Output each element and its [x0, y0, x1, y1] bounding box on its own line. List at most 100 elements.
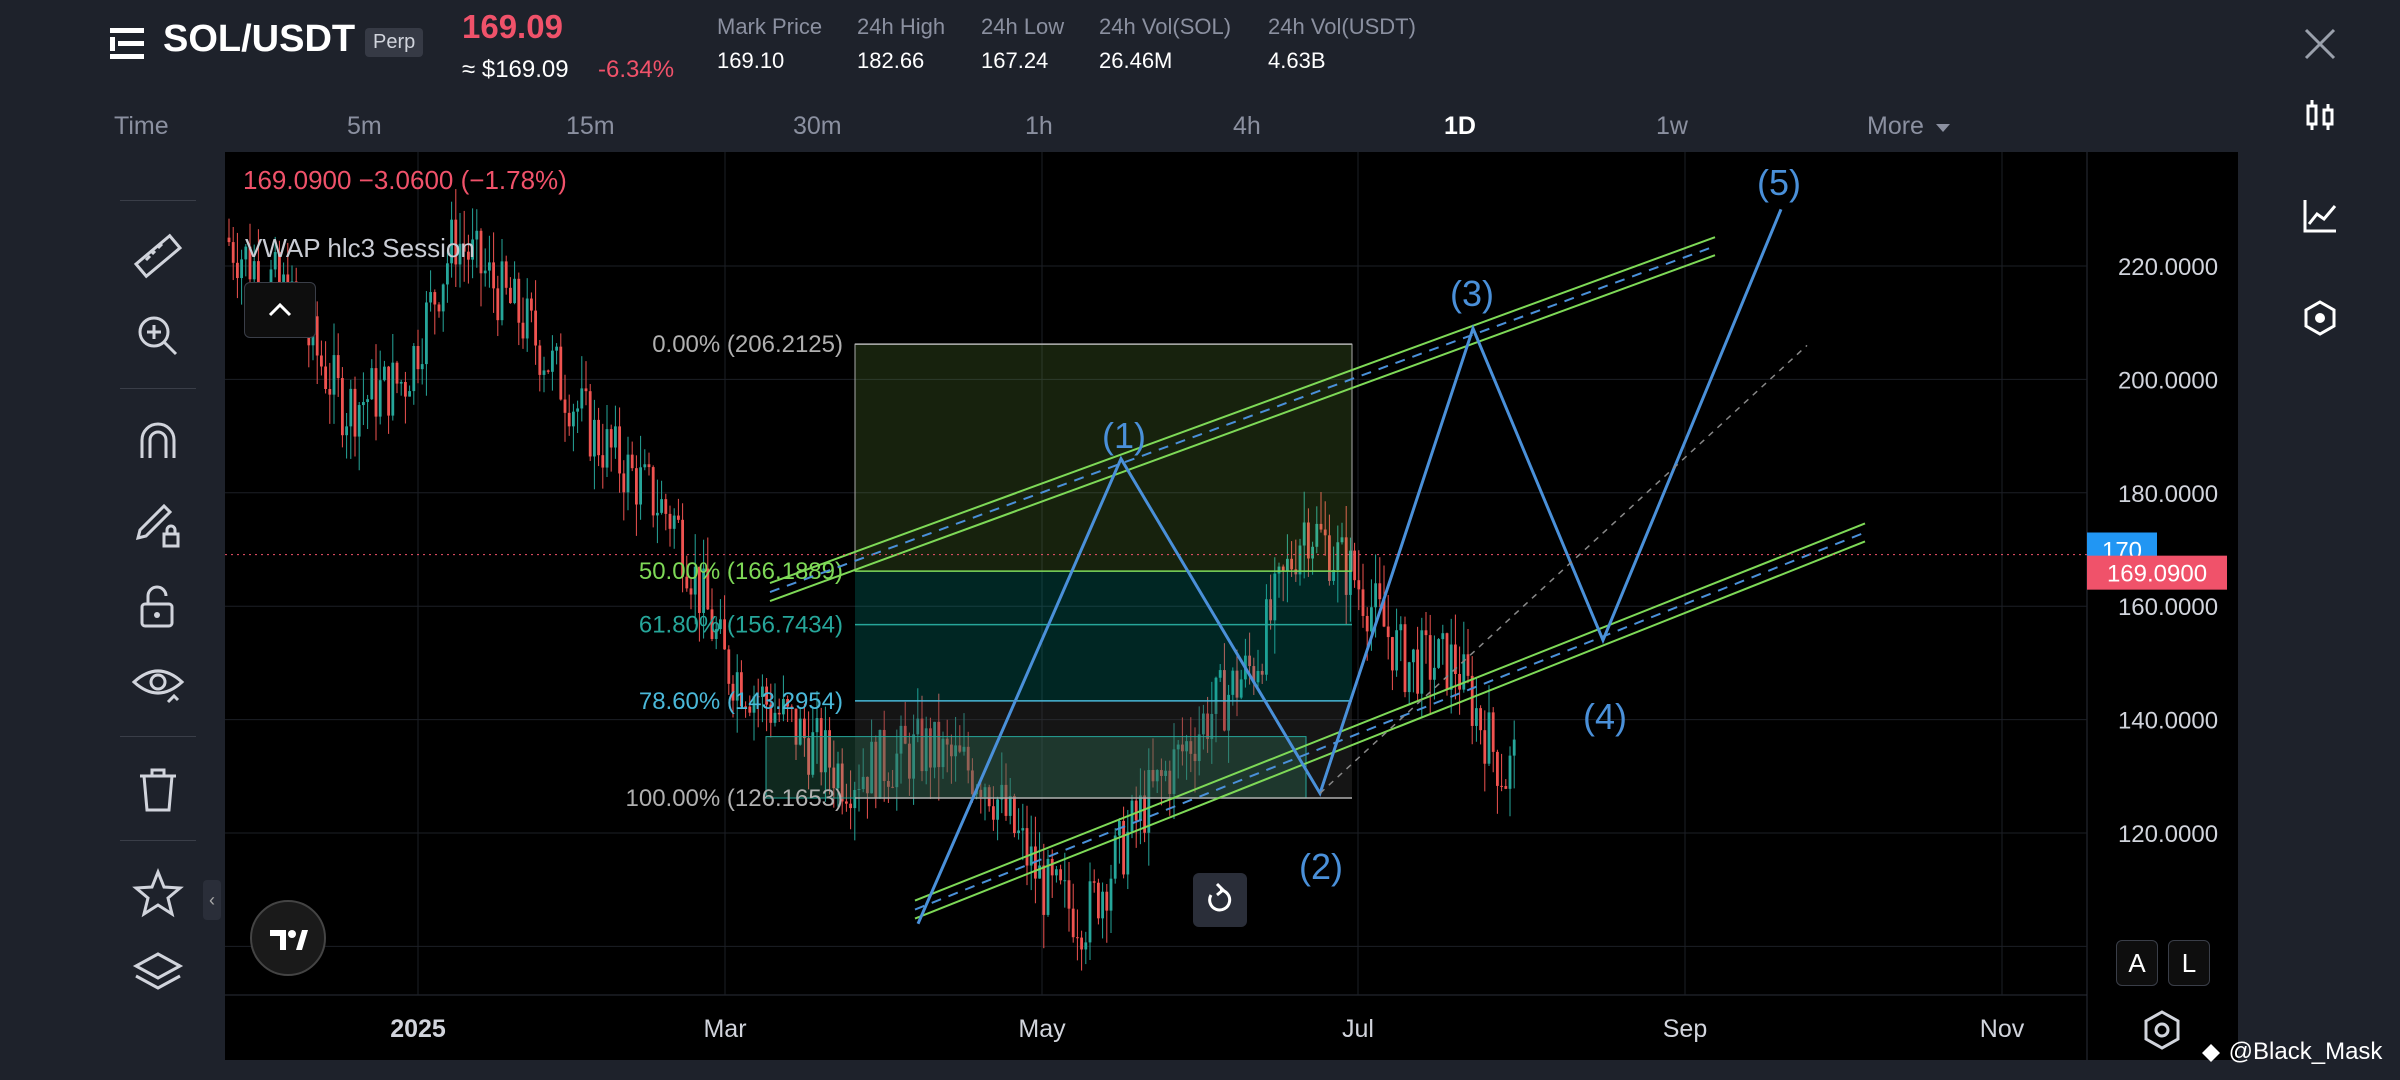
magnet-icon[interactable]: [130, 414, 186, 470]
candle-body: [1042, 865, 1046, 915]
sidebar-toggle[interactable]: ‹: [203, 880, 221, 920]
zoom-in-icon[interactable]: [130, 308, 186, 364]
tf-5m[interactable]: 5m: [347, 112, 382, 140]
collapse-legend-button[interactable]: [244, 282, 316, 338]
candle-body: [1134, 800, 1138, 821]
star-icon[interactable]: [130, 866, 186, 922]
candle-body: [1487, 712, 1491, 764]
candle-body: [790, 706, 794, 709]
pair-symbol[interactable]: SOL/USDT: [163, 18, 356, 60]
tf-1d[interactable]: 1D: [1444, 112, 1476, 140]
ruler-icon[interactable]: [130, 228, 186, 284]
candle-body: [1462, 654, 1466, 690]
candle-body: [941, 738, 945, 768]
candle-body: [782, 699, 785, 715]
candle-body: [387, 366, 390, 416]
candle-body: [651, 467, 655, 516]
candle-body: [744, 706, 747, 708]
candle-chart-icon[interactable]: [2300, 96, 2340, 136]
tf-15m[interactable]: 15m: [566, 112, 615, 140]
candle-body: [488, 262, 491, 271]
tf-30m[interactable]: 30m: [793, 112, 842, 140]
price-axis-label: 160.0000: [2118, 594, 2218, 621]
candle-body: [685, 576, 689, 589]
stat-label-vol-usdt: 24h Vol(USDT): [1268, 14, 1416, 39]
candle-body: [899, 725, 903, 754]
fib-level-label: 78.60% (143.2954): [639, 688, 843, 715]
candle-body: [1256, 670, 1260, 683]
tradingview-logo[interactable]: [250, 900, 326, 976]
candle-body: [987, 787, 991, 807]
candle-body: [937, 721, 941, 768]
elliott-wave-path: [916, 208, 1783, 925]
ohlc-overlay: 169.0900 −3.0600 (−1.78%): [243, 165, 567, 195]
candle-body: [307, 334, 311, 346]
candle-body: [517, 278, 521, 323]
chart-settings-icon[interactable]: [2140, 1008, 2184, 1052]
candle-body: [236, 262, 239, 279]
candle-body: [828, 730, 831, 768]
chart-grid: [225, 152, 2087, 995]
candle-body: [383, 366, 386, 381]
candle-body: [1407, 662, 1411, 693]
eye-icon[interactable]: [130, 656, 186, 712]
candle-body: [887, 781, 890, 787]
candle-body: [504, 261, 508, 288]
reset-chart-button[interactable]: [1193, 873, 1247, 927]
log-scale-button[interactable]: L: [2168, 940, 2210, 986]
line-chart-icon[interactable]: [2300, 196, 2340, 236]
candle-body: [479, 230, 483, 274]
stat-label-mark-price: Mark Price: [717, 14, 823, 39]
candle-body: [1277, 566, 1281, 574]
candle-body: [1164, 770, 1167, 776]
auto-scale-button[interactable]: A: [2116, 940, 2158, 986]
candle-body: [983, 787, 987, 797]
close-icon[interactable]: [2302, 26, 2338, 62]
candle-body: [1273, 573, 1277, 621]
time-axis-label: Sep: [1663, 1015, 1707, 1043]
indicator-icon[interactable]: [2300, 298, 2340, 338]
candle-body: [723, 619, 726, 650]
tf-1h[interactable]: 1h: [1025, 112, 1053, 140]
candle-body: [530, 298, 533, 311]
candle-body: [815, 718, 819, 733]
candle-body: [572, 411, 575, 427]
wave-label: (2): [1299, 846, 1343, 887]
candle-body: [1395, 630, 1398, 671]
trash-icon[interactable]: [130, 762, 186, 818]
candle-body: [374, 368, 378, 417]
candle-body: [1470, 675, 1474, 726]
indicator-label[interactable]: VWAP hlc3 Session: [245, 233, 475, 263]
candle-body: [1424, 630, 1428, 636]
candle-body: [1092, 881, 1096, 883]
demand-zone: [765, 736, 1307, 799]
candle-body: [1382, 599, 1386, 627]
candle-body: [891, 786, 894, 788]
candle-body: [857, 789, 861, 791]
candle-body: [1298, 545, 1302, 575]
tf-1w[interactable]: 1w: [1656, 112, 1688, 140]
menu-icon[interactable]: [108, 24, 148, 64]
header: SOL/USDT Perp 169.09 ≈ $169.09 -6.34% Ma…: [0, 0, 2400, 100]
candle-body: [324, 366, 327, 389]
layers-icon[interactable]: [130, 946, 186, 1002]
price-axis-label: 220.0000: [2118, 254, 2218, 281]
candle-body: [1504, 786, 1508, 789]
candle-body: [1235, 670, 1239, 698]
candle-body: [1088, 881, 1092, 943]
candle-body: [1491, 712, 1495, 752]
candle-body: [408, 391, 411, 397]
tf-time[interactable]: Time: [114, 112, 169, 140]
candle-body: [849, 803, 852, 809]
pencil-lock-icon[interactable]: [130, 496, 186, 552]
tf-4h[interactable]: 4h: [1233, 112, 1261, 140]
fib-zone-upper: [854, 343, 1353, 572]
candle-body: [752, 696, 756, 713]
candle-body: [1021, 828, 1025, 831]
unlock-icon[interactable]: [130, 578, 186, 634]
candle-body: [1428, 635, 1432, 680]
tf-more[interactable]: More: [1867, 112, 1951, 141]
candle-body: [1260, 670, 1264, 675]
candle-body: [509, 287, 512, 304]
candle-body: [714, 629, 718, 639]
